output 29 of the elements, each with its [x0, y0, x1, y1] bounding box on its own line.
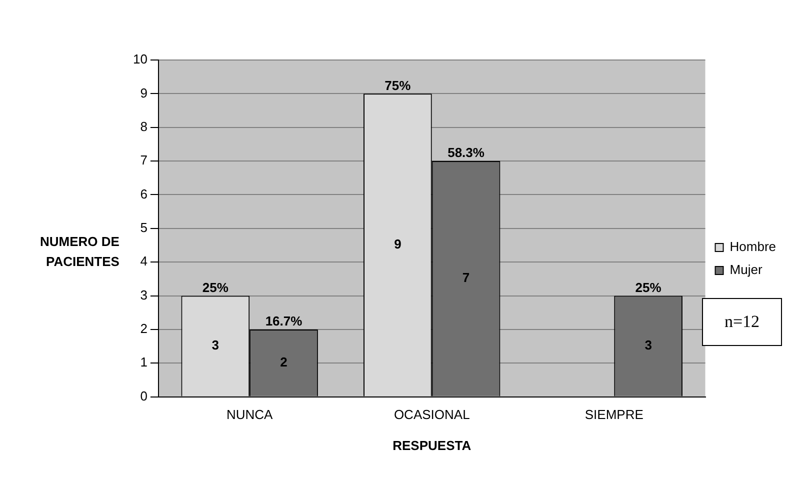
- y-tick-label: 1: [140, 354, 148, 370]
- annotation: 16.7%: [265, 314, 303, 329]
- y-tick-label: 6: [140, 186, 148, 202]
- y-tick-label: 7: [140, 152, 148, 168]
- data-label: 2: [280, 354, 288, 370]
- y-tick-label: 5: [140, 220, 148, 235]
- x-tick-label: OCASIONAL: [394, 407, 470, 422]
- annotation: 25%: [202, 280, 229, 295]
- data-label: 9: [394, 236, 402, 252]
- annotation: 75%: [384, 78, 412, 93]
- y-tick-label: 3: [140, 287, 148, 302]
- annotation: 58.3%: [448, 145, 485, 160]
- x-tick-label: SIEMPRE: [584, 407, 644, 422]
- y-tick-label: 8: [140, 118, 148, 134]
- y-tick-label: 9: [140, 85, 148, 100]
- x-tick-label: NUNCA: [226, 407, 274, 422]
- annotation: 25%: [635, 280, 662, 295]
- data-label: 3: [644, 338, 652, 353]
- data-label: 7: [462, 270, 470, 286]
- legend-label: Mujer: [730, 262, 763, 278]
- data-label: 3: [212, 338, 220, 353]
- legend-label: Hombre: [730, 239, 776, 254]
- y-tick-label: 4: [140, 254, 148, 269]
- text: n=12: [702, 298, 782, 346]
- y-tick-label: 2: [140, 321, 148, 336]
- y-axis-title: NUMERO DE PACIENTES: [40, 233, 120, 271]
- x-axis-title: RESPUESTA: [392, 438, 472, 453]
- y-tick-label: 0: [140, 388, 148, 404]
- y-tick-label: 10: [132, 52, 148, 67]
